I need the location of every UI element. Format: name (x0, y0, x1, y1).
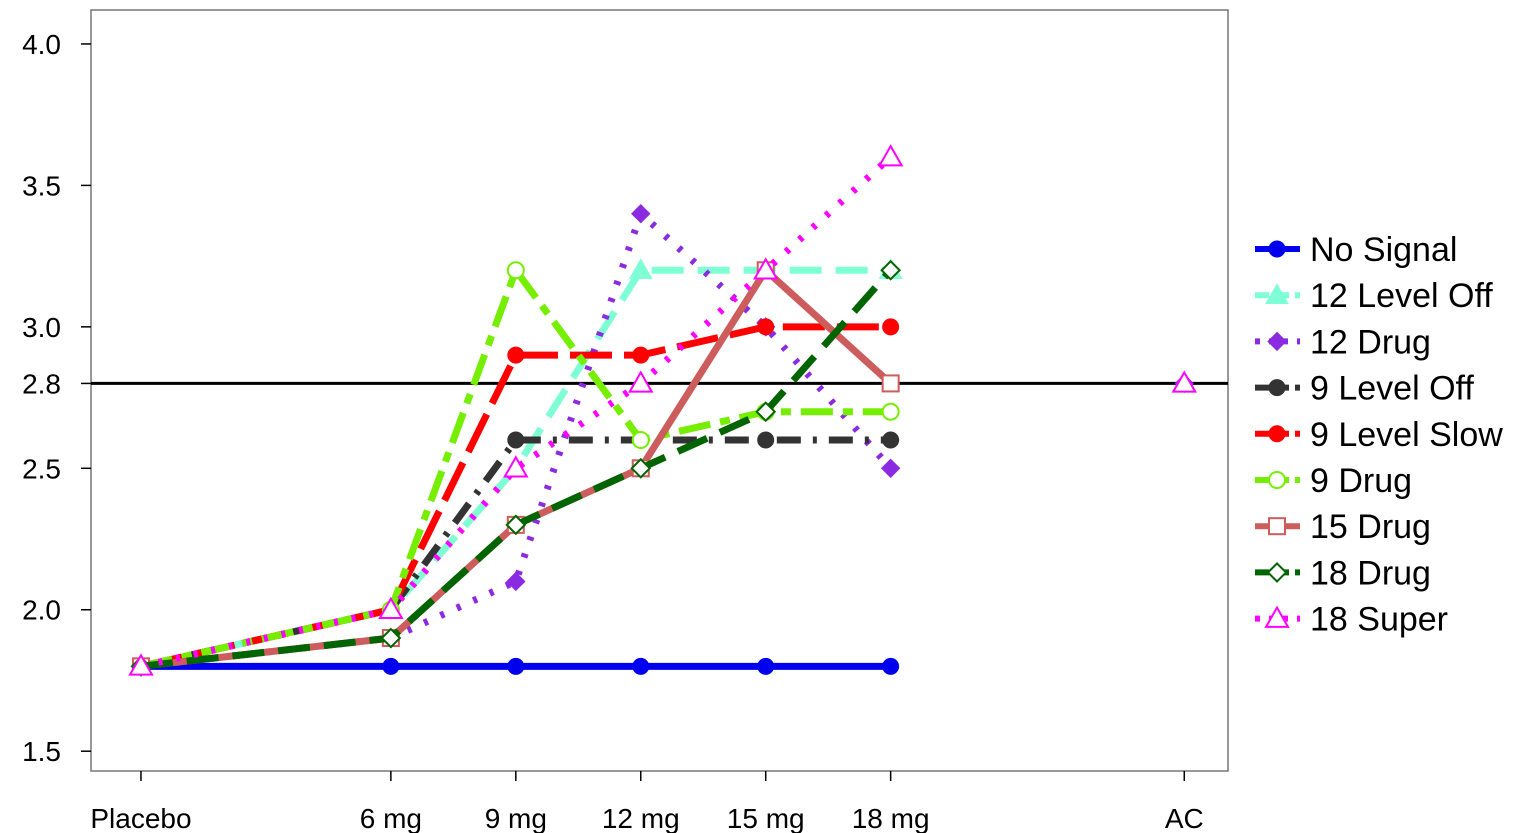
data-point-9-drug (881, 402, 900, 421)
data-point-18-super (128, 653, 154, 676)
legend-item-18-super: 18 Super (1255, 601, 1448, 639)
series-line-9-drug (140, 266, 891, 670)
legend-label: 18 Super (1310, 601, 1448, 639)
data-point-no-signal (382, 657, 400, 675)
data-point-18-drug (755, 401, 777, 423)
legend-item-9-level-slow: 9 Level Slow (1255, 416, 1503, 454)
legend-marker-9-drug (1268, 471, 1286, 489)
data-point-9-drug (631, 431, 650, 450)
legend-marker-no-signal (1268, 240, 1286, 258)
data-point-15-drug (881, 374, 900, 393)
legend-label: 9 Drug (1310, 462, 1412, 500)
legend-label: 12 Drug (1310, 323, 1431, 361)
legend-item-9-drug: 9 Drug (1255, 462, 1412, 500)
x-tick-label: 15 mg (727, 803, 805, 833)
data-point-9-level-off (757, 431, 775, 449)
plot-frame (90, 9, 1229, 772)
y-tick-label: 4.0 (22, 29, 61, 60)
legend-label: 9 Level Slow (1310, 416, 1503, 454)
data-point-18-drug (880, 259, 902, 281)
legend-marker-15-drug (1268, 517, 1286, 536)
data-point-18-drug (505, 514, 527, 536)
x-tick-label: AC (1165, 803, 1204, 833)
legend-label: 18 Drug (1310, 554, 1431, 592)
series-line-9-level-slow (140, 323, 891, 670)
data-point-9-level-slow (882, 318, 900, 336)
data-point-no-signal (632, 657, 650, 675)
y-tick-label: 3.5 (22, 170, 61, 201)
x-tick-label: 18 mg (852, 803, 930, 833)
series-9-level-slow (132, 318, 900, 675)
legend-label: 15 Drug (1310, 508, 1431, 546)
data-point-18-drug (630, 457, 652, 479)
y-tick-label: 1.5 (22, 736, 61, 767)
data-point-9-level-off (507, 431, 525, 449)
legend-marker-18-super (1264, 605, 1290, 628)
legend-item-12-level-off: 12 Level Off (1255, 277, 1493, 315)
legend-marker-9-level-slow (1268, 425, 1286, 443)
data-point-9-level-slow (507, 346, 525, 364)
x-tick-label: 12 mg (602, 803, 680, 833)
legend-item-9-level-off: 9 Level Off (1255, 370, 1474, 408)
data-point-12-level-off (628, 258, 653, 280)
data-point-9-level-slow (757, 318, 775, 336)
x-tick-label: 9 mg (485, 803, 547, 833)
data-point-18-super (628, 370, 654, 393)
legend-item-15-drug: 15 Drug (1255, 508, 1431, 546)
data-point-12-drug (880, 458, 901, 479)
data-point-18-drug (380, 627, 402, 649)
data-point-12-drug (506, 571, 526, 592)
series-no-signal (132, 657, 900, 675)
legend-item-12-drug: 12 Drug (1255, 323, 1431, 361)
data-point-18-super (1171, 370, 1197, 393)
legend-label: 9 Level Off (1310, 370, 1474, 408)
legend-marker-12-level-off (1265, 283, 1289, 304)
x-tick-label: Placebo (90, 803, 191, 833)
data-point-9-drug (506, 261, 525, 280)
legend-item-18-drug: 18 Drug (1255, 554, 1431, 592)
data-point-no-signal (507, 657, 525, 675)
y-tick-label: 2.5 (22, 453, 61, 484)
legend-label: No Signal (1310, 231, 1457, 269)
series-line-18-drug (140, 267, 894, 670)
data-point-18-super (503, 455, 529, 478)
data-point-9-level-slow (632, 346, 650, 364)
series-18-super (128, 144, 1197, 676)
data-point-18-super (378, 596, 404, 619)
data-point-no-signal (882, 657, 900, 675)
y-tick-label: 2.8 (22, 368, 61, 399)
legend-marker-9-level-off (1268, 379, 1286, 397)
series-line-18-super (140, 154, 893, 670)
legend-item-no-signal: No Signal (1255, 231, 1457, 269)
data-point-18-super (877, 144, 904, 167)
y-tick-label: 2.0 (22, 595, 61, 626)
legend-label: 12 Level Off (1310, 277, 1493, 315)
data-point-no-signal (757, 657, 775, 675)
data-point-12-drug (631, 203, 651, 224)
data-point-9-level-off (882, 431, 900, 449)
x-tick-label: 6 mg (360, 803, 422, 833)
legend-marker-18-drug (1266, 561, 1288, 583)
legend-marker-12-drug (1267, 331, 1287, 352)
data-point-18-super (752, 257, 779, 280)
y-tick-label: 3.0 (22, 312, 61, 343)
